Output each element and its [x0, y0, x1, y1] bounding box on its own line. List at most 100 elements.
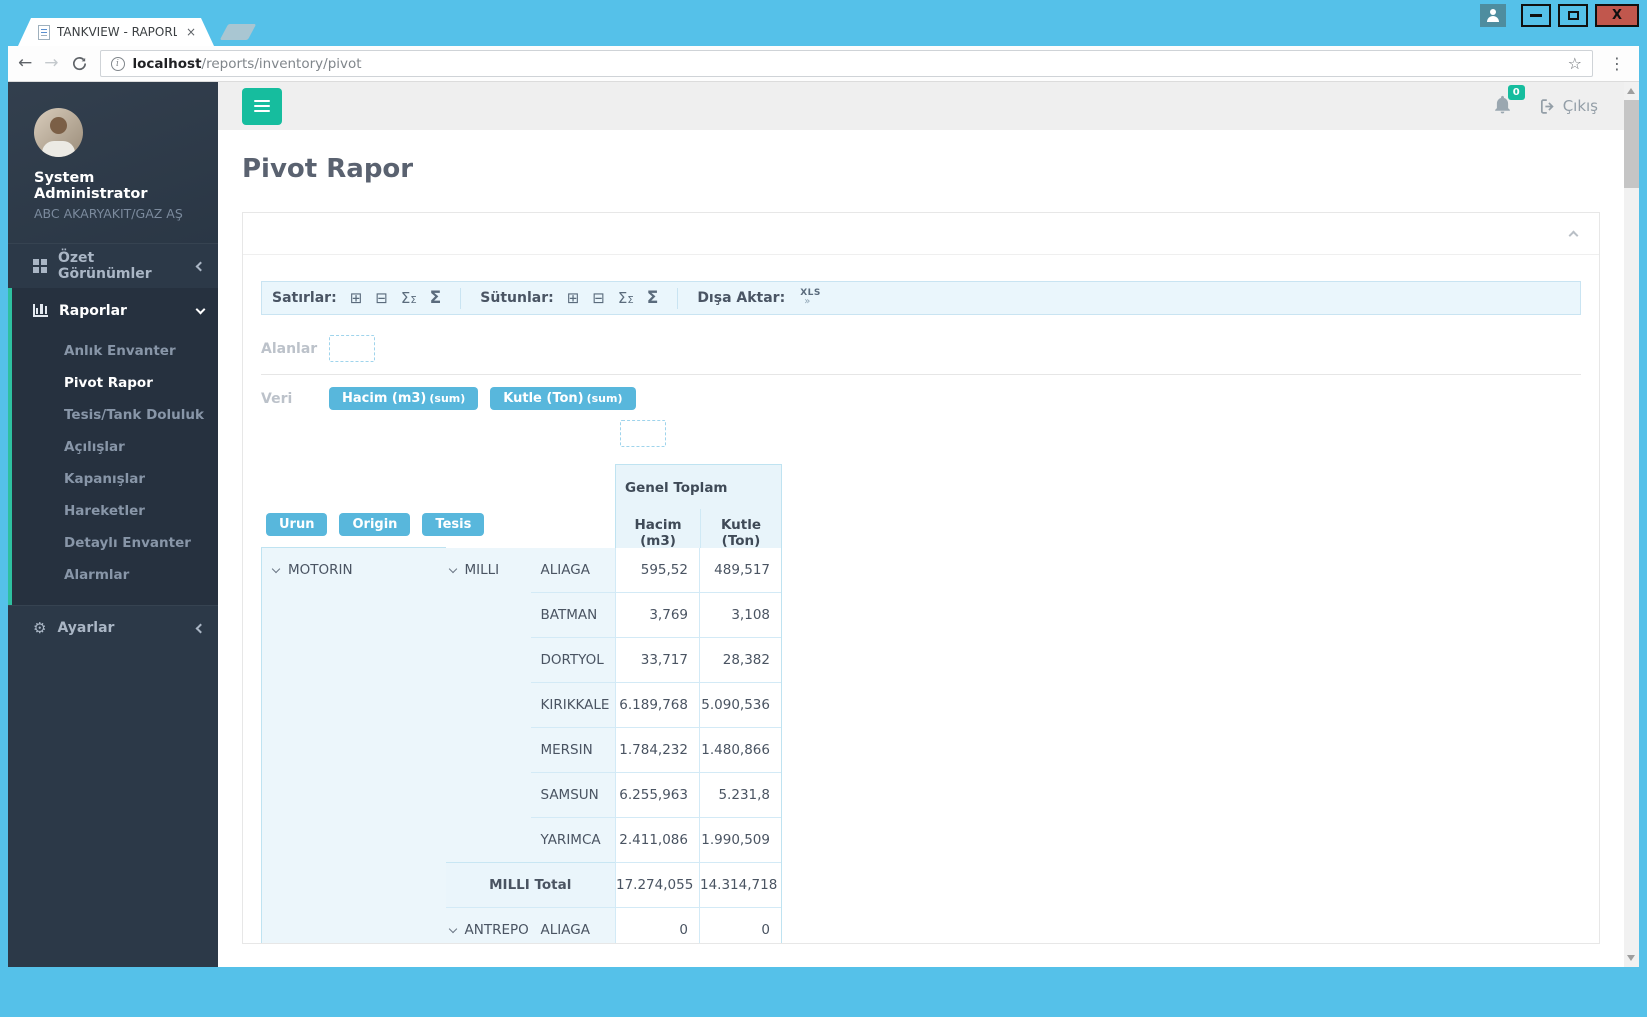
tesis-cell: SAMSUN [530, 772, 616, 818]
hacim-value: 2.411,086 [615, 817, 700, 863]
back-button[interactable]: ← [18, 53, 33, 73]
sidebar-item-reports[interactable]: Raporlar [12, 288, 218, 333]
export-xls-button[interactable]: XLS » [800, 288, 821, 307]
grand-total-label: Genel Toplam [625, 480, 728, 496]
sidebar-item-acilislar[interactable]: Açılışlar [64, 439, 125, 455]
sidebar-item-kapanislar[interactable]: Kapanışlar [64, 471, 146, 487]
sidebar: System Administrator ABC AKARYAKIT/GAZ A… [8, 82, 218, 967]
hacim-value: 6.255,963 [615, 772, 700, 818]
subtotal-label: MILLI Total [445, 862, 616, 908]
scrollbar[interactable] [1624, 82, 1639, 967]
cols-grand-total-icon[interactable]: Σ [646, 287, 659, 308]
browser-tab[interactable]: TANKVIEW - RAPORLAR × [18, 18, 214, 46]
tesis-cell: DORTYOL [530, 637, 616, 683]
rows-grand-total-icon[interactable]: Σ [429, 287, 442, 308]
sidebar-item-detayli-envanter[interactable]: Detaylı Envanter [64, 535, 191, 551]
window-bottom-border [0, 967, 1647, 1017]
url-path: /reports/inventory/pivot [201, 55, 362, 72]
bookmark-star-icon[interactable]: ☆ [1567, 54, 1582, 73]
column-header-kutle: Kutle (Ton) [700, 509, 781, 561]
logout-button[interactable]: Çıkış [1539, 97, 1598, 115]
tab-close-icon[interactable]: × [185, 25, 196, 39]
sidebar-item-alarmlar[interactable]: Alarmlar [64, 567, 130, 583]
data-label: Veri [261, 390, 293, 407]
site-info-icon[interactable]: i [110, 56, 125, 71]
table-row: MOTORIN MILLI ALIAGA 595,52 489,517 [261, 547, 782, 943]
refresh-button[interactable] [71, 55, 88, 72]
table-row: BATMAN 3,769 3,108 [262, 592, 782, 638]
origin-cell[interactable]: ANTREPO [445, 907, 531, 943]
scroll-down-arrow[interactable] [1627, 955, 1635, 961]
export-label: Dışa Aktar: [697, 290, 786, 306]
minimize-button[interactable] [1521, 4, 1551, 27]
data-chip-hacim[interactable]: Hacim (m3) (sum) [329, 387, 479, 410]
pivot-toolbar: Satırlar: ⊞ ⊟ ΣΣ Σ Sütunlar: ⊞ ⊟ ΣΣ Σ [261, 281, 1581, 315]
hacim-value: 1.784,232 [615, 727, 700, 773]
gear-icon: ⚙ [33, 618, 47, 637]
row-field-chips: Urun Origin Tesis [266, 513, 485, 536]
fields-row: Alanlar [261, 335, 1581, 362]
close-button[interactable]: X [1595, 4, 1639, 27]
rows-collapse-all-icon[interactable]: ⊟ [375, 288, 388, 307]
person-icon [1486, 9, 1500, 22]
page-content: Pivot Rapor Satırlar: ⊞ ⊟ ΣΣ Σ [218, 130, 1624, 967]
new-tab-button[interactable] [219, 24, 257, 40]
user-avatar[interactable] [34, 108, 83, 157]
row-field-tesis[interactable]: Tesis [422, 513, 485, 536]
url-bar[interactable]: i localhost/reports/inventory/pivot ☆ [99, 50, 1593, 77]
collapse-panel-icon[interactable] [1568, 230, 1579, 241]
forward-button[interactable]: → [44, 53, 59, 73]
column-header-hacim: Hacim (m3) [634, 517, 682, 549]
columns-label: Sütunlar: [480, 290, 554, 306]
cols-expand-all-icon[interactable]: ⊞ [566, 288, 580, 307]
url-text: localhost/reports/inventory/pivot [133, 56, 362, 72]
hacim-value: 595,52 [615, 547, 700, 593]
sidebar-group-reports: Raporlar Anlık Envanter Pivot Rapor Tesi… [8, 288, 218, 605]
pivot-table-area: Genel Toplam Hacim (m3) Kutle (Ton) Urun… [261, 420, 1581, 943]
rows-expand-all-icon[interactable]: ⊞ [349, 288, 363, 307]
sidebar-item-hareketler[interactable]: Hareketler [64, 503, 145, 519]
maximize-button[interactable] [1558, 4, 1588, 27]
fields-drop-zone[interactable] [329, 335, 375, 362]
grand-total-header: Genel Toplam Hacim (m3) Kutle (Ton) [615, 464, 782, 562]
browser-menu-icon[interactable]: ⋮ [1609, 54, 1625, 73]
chevron-down-icon[interactable] [271, 564, 281, 574]
kutle-value: 1.480,866 [699, 727, 782, 773]
cols-collapse-all-icon[interactable]: ⊟ [592, 288, 605, 307]
panel-header [243, 213, 1599, 255]
profile-window-button[interactable] [1480, 4, 1506, 27]
sidebar-item-overview[interactable]: Özet Görünümler [8, 243, 218, 288]
fields-label: Alanlar [261, 340, 318, 357]
app-topbar: 0 Çıkış [218, 82, 1624, 130]
notifications-button[interactable]: 0 [1492, 84, 1525, 119]
cols-subtotals-icon[interactable]: ΣΣ [617, 288, 634, 307]
main-area: 0 Çıkış Pivot Rapor [218, 82, 1624, 967]
row-field-origin[interactable]: Origin [339, 513, 411, 536]
chevron-down-icon[interactable] [448, 925, 457, 934]
chevron-left-icon [195, 261, 206, 271]
column-fields-drop-zone[interactable] [620, 420, 666, 447]
sidebar-item-tesis-tank-doluluk[interactable]: Tesis/Tank Doluluk [64, 407, 205, 423]
data-chip-kutle[interactable]: Kutle (Ton) (sum) [490, 387, 636, 410]
logout-label: Çıkış [1562, 97, 1598, 115]
chevron-down-icon[interactable] [448, 564, 457, 573]
product-cell[interactable]: MOTORIN [261, 547, 446, 943]
bar-chart-icon [33, 304, 48, 317]
sidebar-item-pivot-rapor[interactable]: Pivot Rapor [64, 375, 153, 391]
scroll-thumb[interactable] [1624, 100, 1639, 188]
scroll-up-arrow[interactable] [1627, 88, 1635, 94]
sidebar-item-anlik-envanter[interactable]: Anlık Envanter [64, 343, 176, 359]
reports-submenu: Anlık Envanter Pivot Rapor Tesis/Tank Do… [12, 333, 218, 591]
origin-cell[interactable]: MILLI [445, 547, 531, 863]
app-viewport: System Administrator ABC AKARYAKIT/GAZ A… [8, 82, 1639, 967]
sidebar-toggle-button[interactable] [242, 87, 282, 125]
tesis-cell: BATMAN [530, 592, 616, 638]
url-host: localhost [132, 55, 202, 72]
sidebar-item-settings[interactable]: ⚙ Ayarlar [8, 605, 218, 650]
minimize-icon [1530, 14, 1542, 17]
pivot-panel: Satırlar: ⊞ ⊟ ΣΣ Σ Sütunlar: ⊞ ⊟ ΣΣ Σ [242, 212, 1600, 944]
rows-subtotals-icon[interactable]: ΣΣ [400, 288, 417, 307]
row-field-urun[interactable]: Urun [266, 513, 328, 536]
notification-count-badge: 0 [1507, 84, 1525, 100]
user-profile: System Administrator ABC AKARYAKIT/GAZ A… [8, 82, 218, 243]
